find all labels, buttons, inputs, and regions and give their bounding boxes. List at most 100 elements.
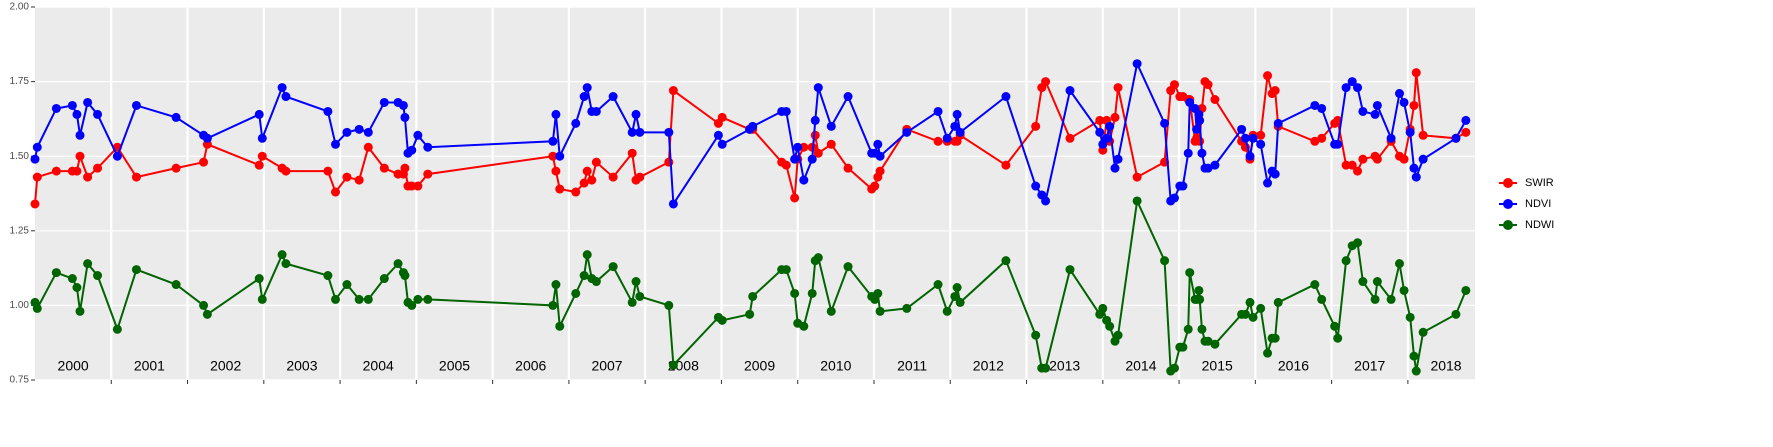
data-point [781,106,791,116]
legend-key [1503,199,1513,209]
data-point [1263,348,1273,358]
data-point [790,193,800,203]
data-point [1256,303,1266,313]
data-point [1409,100,1419,110]
data-point [199,157,209,167]
data-point [379,274,389,284]
data-point [1001,256,1011,266]
data-point [813,148,823,158]
data-point [551,280,561,290]
data-point [1132,196,1142,206]
data-point [717,139,727,149]
data-point [1394,259,1404,269]
data-point [75,306,85,316]
data-point [1203,336,1213,346]
data-point [93,163,103,173]
data-point [548,136,558,146]
data-point [277,250,287,260]
legend-label: NDWI [1525,219,1554,231]
data-point [1310,136,1320,146]
year-label: 2011 [897,358,927,374]
data-point [1405,127,1415,137]
data-point [1132,59,1142,69]
data-point [354,124,364,134]
data-point [870,181,880,191]
data-point [591,157,601,167]
legend-key [1503,178,1513,188]
data-point [1210,160,1220,170]
data-point [131,172,141,182]
data-point [281,166,291,176]
data-point [1317,133,1327,143]
data-point [379,163,389,173]
data-point [1095,127,1105,137]
data-point [281,259,291,269]
data-point [1399,285,1409,295]
data-point [1031,330,1041,340]
data-point [1411,68,1421,78]
data-point [363,142,373,152]
data-point [1210,95,1220,105]
data-point [1110,163,1120,173]
data-point [1411,172,1421,182]
data-point [1203,163,1213,173]
data-point [257,294,267,304]
data-point [171,280,181,290]
data-point [254,274,264,284]
data-point [1347,160,1357,170]
data-point [1347,77,1357,87]
data-point [950,121,960,131]
data-point [555,184,565,194]
data-point [1197,148,1207,158]
data-point [51,268,61,278]
data-point [826,121,836,131]
data-point [1169,363,1179,373]
year-label: 2013 [1049,358,1080,374]
data-point [717,112,727,122]
data-point [579,178,589,188]
data-point [413,181,423,191]
legend-key [1503,220,1513,230]
data-point [551,109,561,119]
data-point [131,265,141,275]
data-point [1270,86,1280,96]
data-point [591,106,601,116]
data-point [1194,285,1204,295]
data-point [807,288,817,298]
data-point [131,100,141,110]
data-point [423,169,433,179]
data-point [202,309,212,319]
data-point [1270,169,1280,179]
data-point [83,172,93,182]
data-point [942,133,952,143]
data-point [400,271,410,281]
data-point [32,303,42,313]
data-point [1105,321,1115,331]
data-point [781,265,791,275]
year-label: 2012 [973,358,1004,374]
data-point [1065,86,1075,96]
data-point [1317,294,1327,304]
data-point [1195,294,1205,304]
data-point [1341,83,1351,93]
data-point [379,97,389,107]
year-label: 2016 [1278,358,1309,374]
year-label: 2006 [515,358,546,374]
data-point [1041,363,1051,373]
data-point [950,291,960,301]
data-point [807,154,817,164]
year-label: 2010 [820,358,851,374]
data-point [1185,268,1195,278]
data-point [748,291,758,301]
data-point [32,142,42,152]
data-point [1240,309,1250,319]
data-point [668,199,678,209]
data-point [933,106,943,116]
data-point [955,297,965,307]
data-point [1394,89,1404,99]
data-point [582,166,592,176]
data-point [1386,294,1396,304]
data-point [1353,166,1363,176]
data-point [51,103,61,113]
data-point [363,294,373,304]
